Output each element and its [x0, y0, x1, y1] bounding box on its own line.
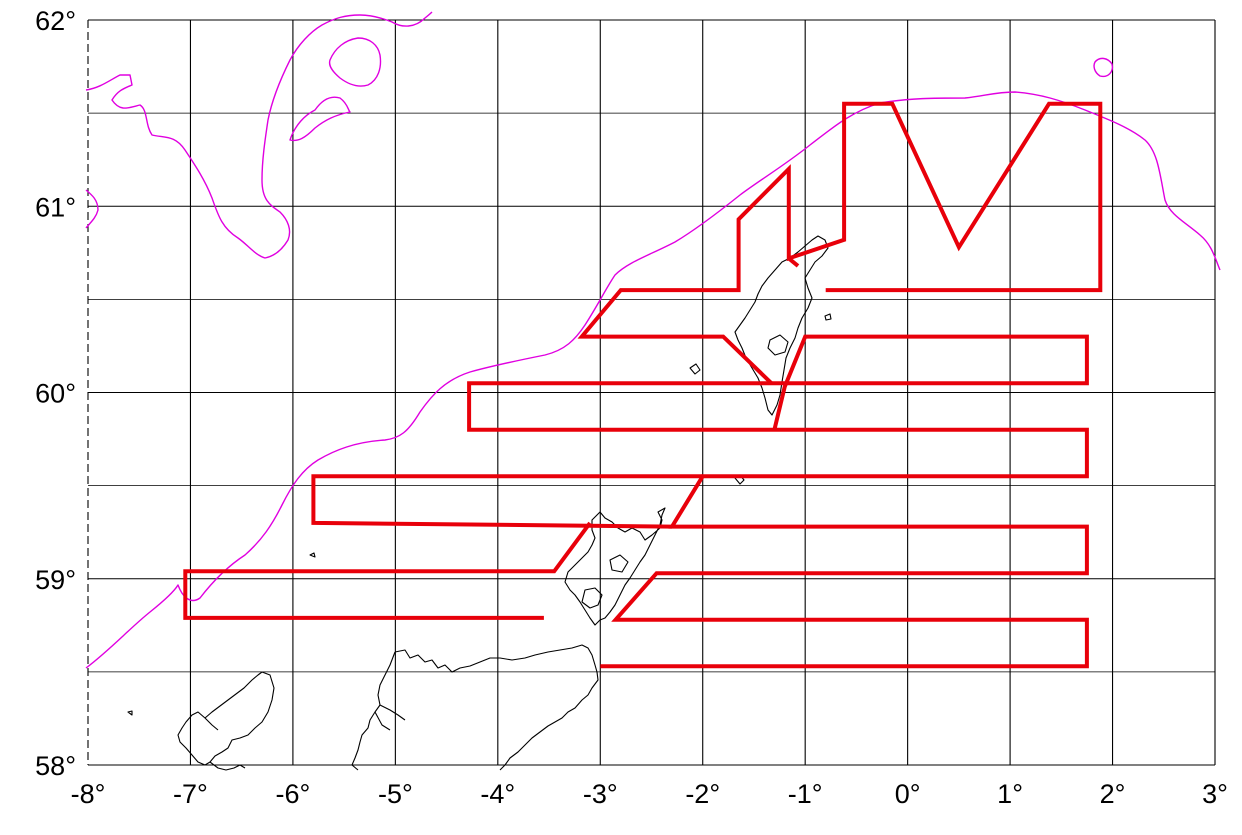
mainland-scotland-north — [394, 644, 599, 771]
latitude-labels: 62° 61° 60° 59° 58° — [35, 6, 76, 781]
longitude-tick-label: -5° — [378, 779, 413, 809]
survey-track-leg — [183, 521, 592, 620]
orkney-islands — [564, 507, 666, 626]
latitude-tick-label: 59° — [35, 565, 76, 595]
shetland-mainland — [734, 235, 829, 416]
latitude-tick-label: 60° — [35, 379, 76, 409]
longitude-tick-label: -8° — [71, 779, 106, 809]
longitude-tick-label: 1° — [997, 779, 1023, 809]
shelf-contour — [85, 11, 1221, 669]
west-highlands — [351, 651, 406, 771]
latitude-tick-label: 62° — [35, 6, 76, 36]
ne-bank-loop — [1093, 57, 1114, 78]
survey-track-leg — [787, 256, 800, 268]
longitude-tick-label: -7° — [173, 779, 208, 809]
coastline — [127, 235, 832, 771]
longitude-tick-label: 0° — [895, 779, 921, 809]
longitude-tick-label: -4° — [480, 779, 515, 809]
survey-track — [183, 101, 1103, 669]
longitude-tick-label: 2° — [1100, 779, 1126, 809]
longitude-labels: -8° -7° -6° -5° -4° -3° -2° -1° 0° 1° 2° 3° — [71, 779, 1228, 809]
faroe-shelf-inner — [289, 96, 351, 142]
faroe-shelf-outline — [85, 11, 433, 259]
graticule — [87, 19, 1216, 766]
latitude-tick-label: 61° — [35, 192, 76, 222]
longitude-tick-label: -3° — [583, 779, 618, 809]
longitude-tick-label: -6° — [276, 779, 311, 809]
foula — [689, 363, 701, 375]
sula-sgeir — [127, 710, 133, 716]
west-edge-shelf — [85, 189, 99, 229]
survey-track-leg — [467, 334, 1089, 669]
latitude-tick-label: 58° — [35, 751, 76, 781]
shelf-contour-line — [85, 91, 1221, 669]
longitude-tick-label: 3° — [1202, 779, 1228, 809]
survey-track-leg — [577, 101, 1103, 385]
north-rona — [309, 552, 316, 558]
survey-track-leg — [311, 474, 703, 529]
longitude-tick-label: -1° — [788, 779, 823, 809]
lewis-harris — [177, 671, 275, 766]
longitude-tick-label: -2° — [685, 779, 720, 809]
faroe-bank-loop — [328, 37, 382, 87]
outer-hebrides-south — [209, 761, 246, 771]
out-skerries — [824, 313, 832, 321]
